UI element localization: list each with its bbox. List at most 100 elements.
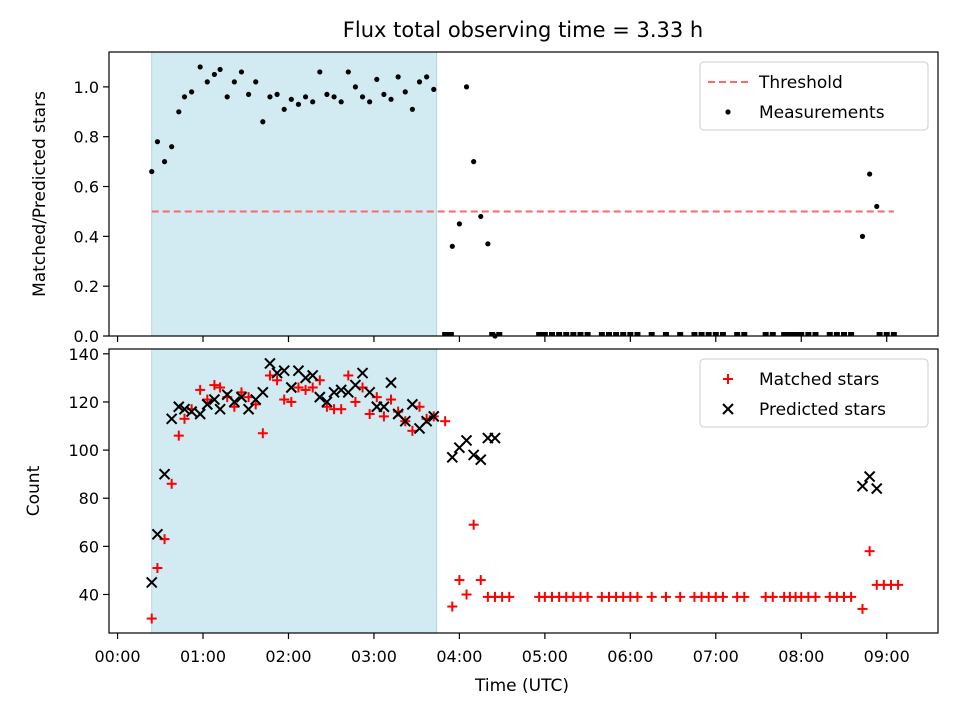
predicted-marker-b: [871, 482, 883, 495]
measurement-point: [442, 332, 449, 336]
measurement-point: [381, 91, 387, 97]
measurement-point: [859, 233, 866, 239]
legend: Threshold Measurements: [699, 61, 929, 131]
matched-star-point: [475, 575, 486, 586]
predicted-marker-b: [271, 367, 283, 379]
predicted-marker-b: [306, 369, 319, 382]
matched-star-point: [893, 579, 904, 590]
matched-star-point: [632, 591, 643, 602]
matched-star-point: [336, 404, 347, 415]
predicted-marker-b: [328, 386, 340, 399]
observing-window-shade: [151, 348, 438, 634]
measurement-point: [169, 144, 175, 150]
measurement-point: [883, 332, 890, 336]
measurement-point: [374, 76, 380, 83]
measurement-point: [805, 332, 812, 336]
measurement-point: [204, 79, 210, 85]
measurement-point: [876, 332, 883, 336]
predicted-star-point: [235, 391, 248, 403]
y-tick-label: 0.0: [74, 327, 99, 346]
matched-star-point: [504, 591, 515, 602]
measurement-point: [563, 332, 570, 336]
predicted-star-point: [871, 482, 883, 495]
predicted-star-point: [285, 381, 298, 394]
series-zero-measurements: [442, 332, 897, 336]
measurement-point: [302, 94, 309, 100]
predicted-marker-b: [428, 410, 440, 423]
predicted-marker-b: [165, 413, 178, 425]
measurement-point: [149, 168, 155, 175]
predicted-marker-b: [173, 401, 185, 413]
predicted-star-point: [460, 434, 473, 447]
measurement-point: [331, 94, 337, 100]
predicted-marker-b: [335, 384, 347, 396]
predicted-star-point: [208, 393, 221, 406]
measurement-point: [691, 332, 698, 336]
matched-star-point: [173, 430, 184, 441]
predicted-star-point: [146, 576, 158, 589]
predicted-star-point: [856, 480, 869, 492]
measurement-point: [662, 332, 669, 336]
matched-star-point: [364, 408, 375, 419]
measurement-point: [792, 332, 799, 336]
predicted-star-point: [178, 403, 191, 415]
measurement-point: [338, 99, 344, 105]
predicted-star-point: [335, 384, 347, 396]
series-matched-stars: [146, 370, 904, 624]
predicted-marker-b: [392, 408, 404, 420]
predicted-marker-b: [228, 396, 241, 408]
legend-measurement-swatch: [725, 109, 731, 115]
x-tick-label: 03:00: [351, 647, 397, 666]
matched-star-point: [202, 394, 213, 405]
y-tick-label: 60: [79, 537, 99, 556]
predicted-star-point: [475, 454, 487, 466]
predicted-marker-b: [178, 403, 191, 415]
measurement-point: [867, 171, 873, 177]
measurement-point: [719, 332, 726, 336]
measurement-point: [253, 79, 259, 85]
matched-star-point: [386, 394, 397, 405]
measurement-point: [447, 332, 454, 336]
matched-star-point: [215, 382, 226, 393]
matched-star-point: [146, 613, 157, 624]
matched-star-point: [229, 401, 240, 412]
matched-star-point: [846, 591, 857, 602]
legend-label: Predicted stars: [759, 400, 886, 420]
matched-star-point: [646, 591, 657, 602]
measurement-point: [620, 332, 627, 336]
predicted-marker-b: [214, 403, 226, 415]
measurement-point: [402, 89, 408, 95]
legend-label: Measurements: [759, 103, 885, 123]
measurement-point: [176, 109, 182, 115]
measurement-point: [613, 332, 620, 336]
predicted-marker-b: [185, 405, 198, 418]
measurement-point: [238, 69, 245, 75]
predicted-marker-b: [321, 396, 333, 408]
predicted-marker-b: [201, 398, 213, 411]
measurement-point: [324, 91, 330, 97]
predicted-star-point: [228, 396, 241, 408]
measurement-point: [352, 84, 359, 90]
predicted-marker-b: [242, 403, 255, 415]
legend-label: Threshold: [758, 73, 843, 93]
y-tick-label: 1.0: [74, 78, 99, 97]
predicted-marker-b: [349, 379, 362, 391]
measurement-point: [833, 332, 840, 336]
measurement-point: [848, 332, 855, 336]
predicted-star-point: [328, 386, 340, 399]
predicted-star-point: [356, 367, 369, 379]
predicted-star-point: [385, 376, 397, 389]
x-tick-label: 00:00: [94, 647, 140, 666]
predicted-marker-b: [356, 367, 369, 379]
measurement-point: [288, 96, 294, 102]
matched-star-point: [447, 601, 458, 612]
series-measurements: [149, 64, 880, 339]
matched-star-point: [166, 478, 177, 489]
measurement-point: [345, 69, 351, 75]
matched-star-point: [350, 396, 361, 407]
predicted-marker-b: [856, 480, 869, 492]
predicted-star-point: [271, 367, 283, 379]
measurement-point: [260, 119, 266, 125]
legend: Matched stars Predicted stars: [699, 358, 929, 428]
